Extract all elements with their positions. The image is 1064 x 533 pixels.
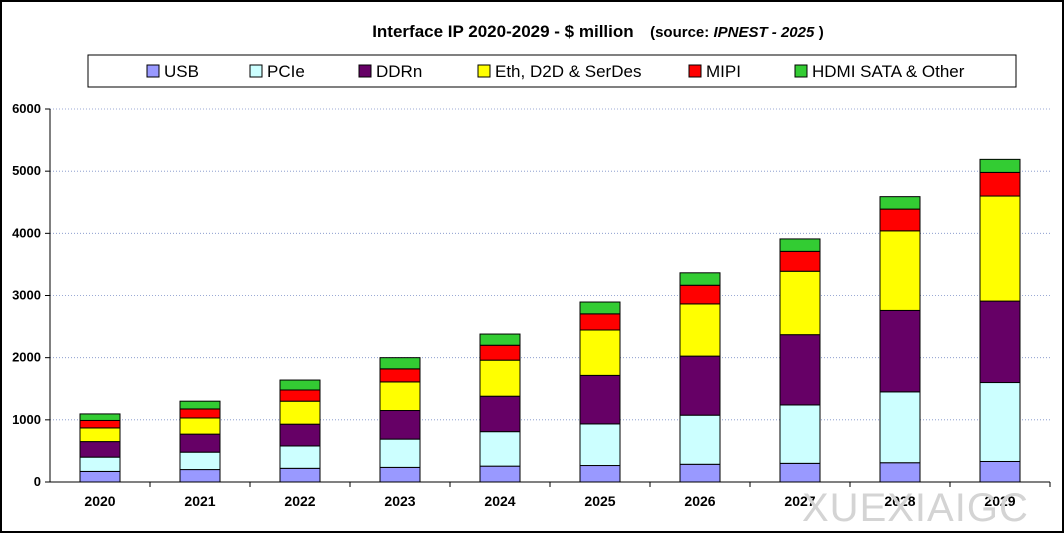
bar-eth-d2d-serdes-2021 [179,417,221,435]
y-tick-label-4000: 4000 [12,225,41,240]
y-tick-label-6000: 6000 [12,101,41,116]
bar-ddrn-2021 [179,433,221,453]
bar-usb-2025 [579,465,621,483]
bar-eth-d2d-serdes-2028 [879,230,921,311]
bar-eth-d2d-serdes-2026 [679,303,721,357]
bar-ddrn-2024 [479,395,521,433]
bar-pcie-2020 [79,456,121,472]
bar-usb-2026 [679,463,721,483]
bar-mipi-2026 [679,284,721,305]
chart-source-name: IPNEST - 2025 [713,24,815,41]
legend-swatch-1 [249,64,263,78]
legend-swatch-4 [688,64,702,78]
bar-hdmi-sata-other-2024 [479,333,521,346]
bar-usb-2023 [379,466,421,483]
chart-title-main: Interface IP 2020-2029 - $ million [372,22,633,41]
plot-area: 0 1000 2000 3000 4000 5000 6000 2020 2021 2022 202… [12,101,1051,509]
watermark: XUEXIAIGC [802,486,1029,530]
bar-usb-2024 [479,465,521,483]
bar-hdmi-sata-other-2029 [979,158,1021,173]
bar-mipi-2029 [979,171,1021,197]
bar-usb-2028 [879,462,921,483]
bar-pcie-2023 [379,438,421,468]
y-tick-label-1000: 1000 [12,412,41,427]
bar-mipi-2025 [579,313,621,331]
bar-mipi-2023 [379,368,421,383]
bar-hdmi-sata-other-2025 [579,301,621,315]
bar-mipi-2024 [479,344,521,361]
bar-eth-d2d-serdes-2023 [379,381,421,412]
bar-hdmi-sata-other-2022 [279,379,321,391]
bar-eth-d2d-serdes-2025 [579,329,621,376]
legend-label-5: HDMI SATA & Other [812,62,965,81]
bar-pcie-2026 [679,414,721,465]
x-tick-label-2023: 2023 [384,493,415,509]
bar-usb-2021 [179,469,221,483]
chart-source-prefix: (source: [650,24,713,41]
x-tick-label-2024: 2024 [484,493,515,509]
bar-ddrn-2029 [979,300,1021,384]
legend-swatch-5 [794,64,808,78]
bar-hdmi-sata-other-2020 [79,413,121,421]
bar-eth-d2d-serdes-2029 [979,195,1021,302]
bar-hdmi-sata-other-2027 [779,238,821,252]
legend-swatch-0 [146,64,160,78]
legend: USB PCIe DDRn Eth, D2D & SerDes MIPI HDMI SAT… [87,54,1017,88]
bar-usb-2029 [979,460,1021,483]
legend-label-3: Eth, D2D & SerDes [495,62,641,81]
chart-title: Interface IP 2020-2029 - $ million (sour… [372,22,824,41]
bar-pcie-2022 [279,445,321,469]
bar-hdmi-sata-other-2028 [879,196,921,210]
bar-mipi-2028 [879,208,921,232]
bar-ddrn-2020 [79,441,121,458]
bar-ddrn-2023 [379,410,421,440]
bar-ddrn-2026 [679,355,721,416]
y-tick-label-0: 0 [34,474,41,489]
legend-label-1: PCIe [267,62,305,81]
bar-pcie-2029 [979,382,1021,462]
y-tick-label-2000: 2000 [12,350,41,365]
legend-label-4: MIPI [706,62,741,81]
x-tick-label-2020: 2020 [84,493,115,509]
bar-eth-d2d-serdes-2022 [279,400,321,425]
bar-pcie-2024 [479,431,521,467]
bar-ddrn-2028 [879,309,921,393]
bar-hdmi-sata-other-2023 [379,357,421,370]
bar-mipi-2020 [79,419,121,429]
bar-usb-2020 [79,470,121,483]
x-tick-label-2021: 2021 [184,493,215,509]
y-tick-label-5000: 5000 [12,163,41,178]
x-tick-label-2028: 2028 [884,493,915,509]
bar-mipi-2021 [179,408,221,419]
x-tick-label-2026: 2026 [684,493,715,509]
bar-ddrn-2027 [779,334,821,406]
bar-ddrn-2022 [279,423,321,447]
bar-usb-2022 [279,467,321,483]
legend-swatch-2 [358,64,372,78]
y-tick-label-3000: 3000 [12,288,41,303]
x-tick-label-2029: 2029 [984,493,1015,509]
bar-mipi-2027 [779,250,821,272]
legend-box [87,54,1017,88]
bar-eth-d2d-serdes-2020 [79,427,121,443]
bar-pcie-2028 [879,391,921,464]
x-tick-label-2025: 2025 [584,493,615,509]
bar-hdmi-sata-other-2021 [179,400,221,410]
legend-label-2: DDRn [376,62,422,81]
legend-swatch-3 [477,64,491,78]
x-tick-label-2022: 2022 [284,493,315,509]
bar-usb-2027 [779,462,821,483]
chart-source-suffix: ) [819,24,824,41]
bar-pcie-2027 [779,404,821,464]
bar-hdmi-sata-other-2026 [679,272,721,286]
bar-ddrn-2025 [579,374,621,425]
bar-pcie-2021 [179,451,221,471]
x-tick-label-2027: 2027 [784,493,815,509]
bar-eth-d2d-serdes-2024 [479,359,521,397]
bar-pcie-2025 [579,423,621,467]
bar-eth-d2d-serdes-2027 [779,270,821,336]
legend-label-0: USB [164,62,199,81]
bar-mipi-2022 [279,389,321,402]
